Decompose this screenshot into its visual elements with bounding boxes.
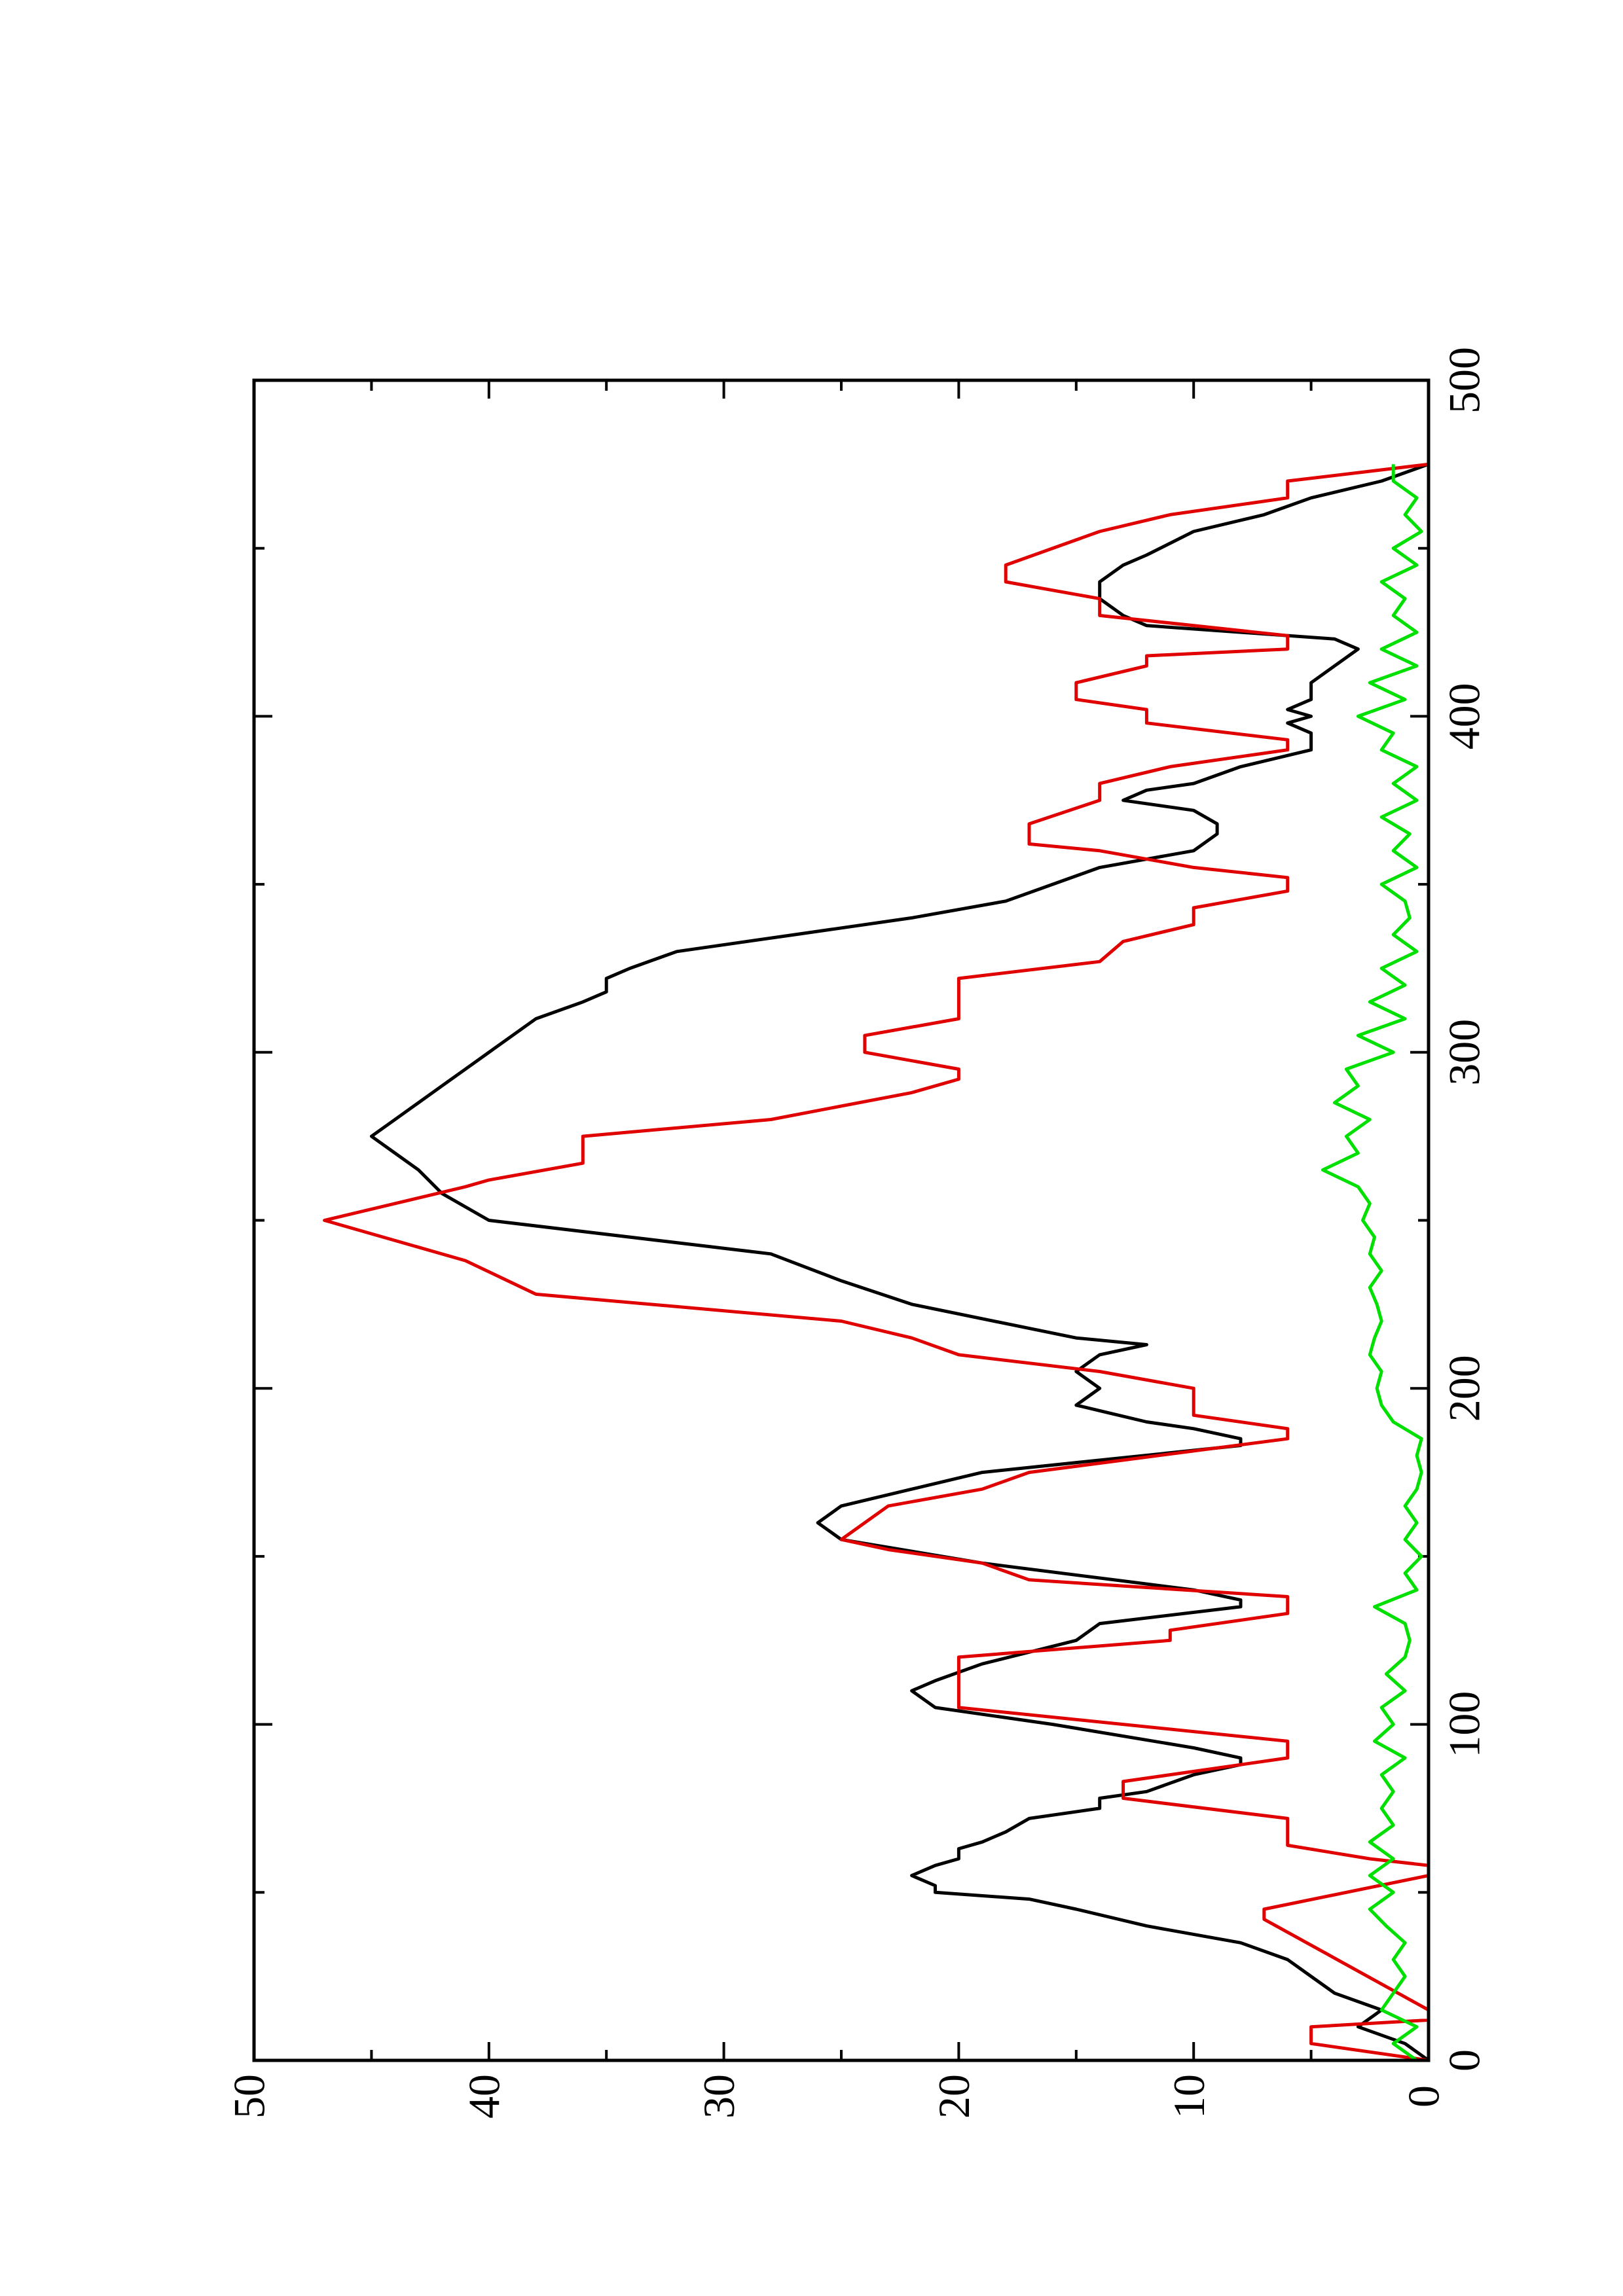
y-tick-label: 10 xyxy=(1164,2074,1214,2119)
plot-frame xyxy=(252,378,1431,2062)
y-tick-label: 40 xyxy=(459,2074,509,2119)
y-tick-label: 0 xyxy=(1399,2085,1449,2108)
series-line xyxy=(369,462,1430,2062)
x-tick-label: 100 xyxy=(1440,1691,1489,1758)
series-line xyxy=(323,462,1431,2062)
x-tick-label: 200 xyxy=(1440,1355,1489,1422)
series-line xyxy=(1321,464,1423,2062)
y-tick-label: 30 xyxy=(694,2074,744,2119)
x-tick-label: 300 xyxy=(1440,1019,1489,1086)
y-tick-label: 20 xyxy=(929,2074,979,2119)
x-tick-label: 400 xyxy=(1440,683,1489,749)
y-tick-label: 50 xyxy=(225,2074,274,2119)
x-tick-label: 500 xyxy=(1440,347,1489,414)
x-tick-label: 0 xyxy=(1440,2049,1489,2072)
